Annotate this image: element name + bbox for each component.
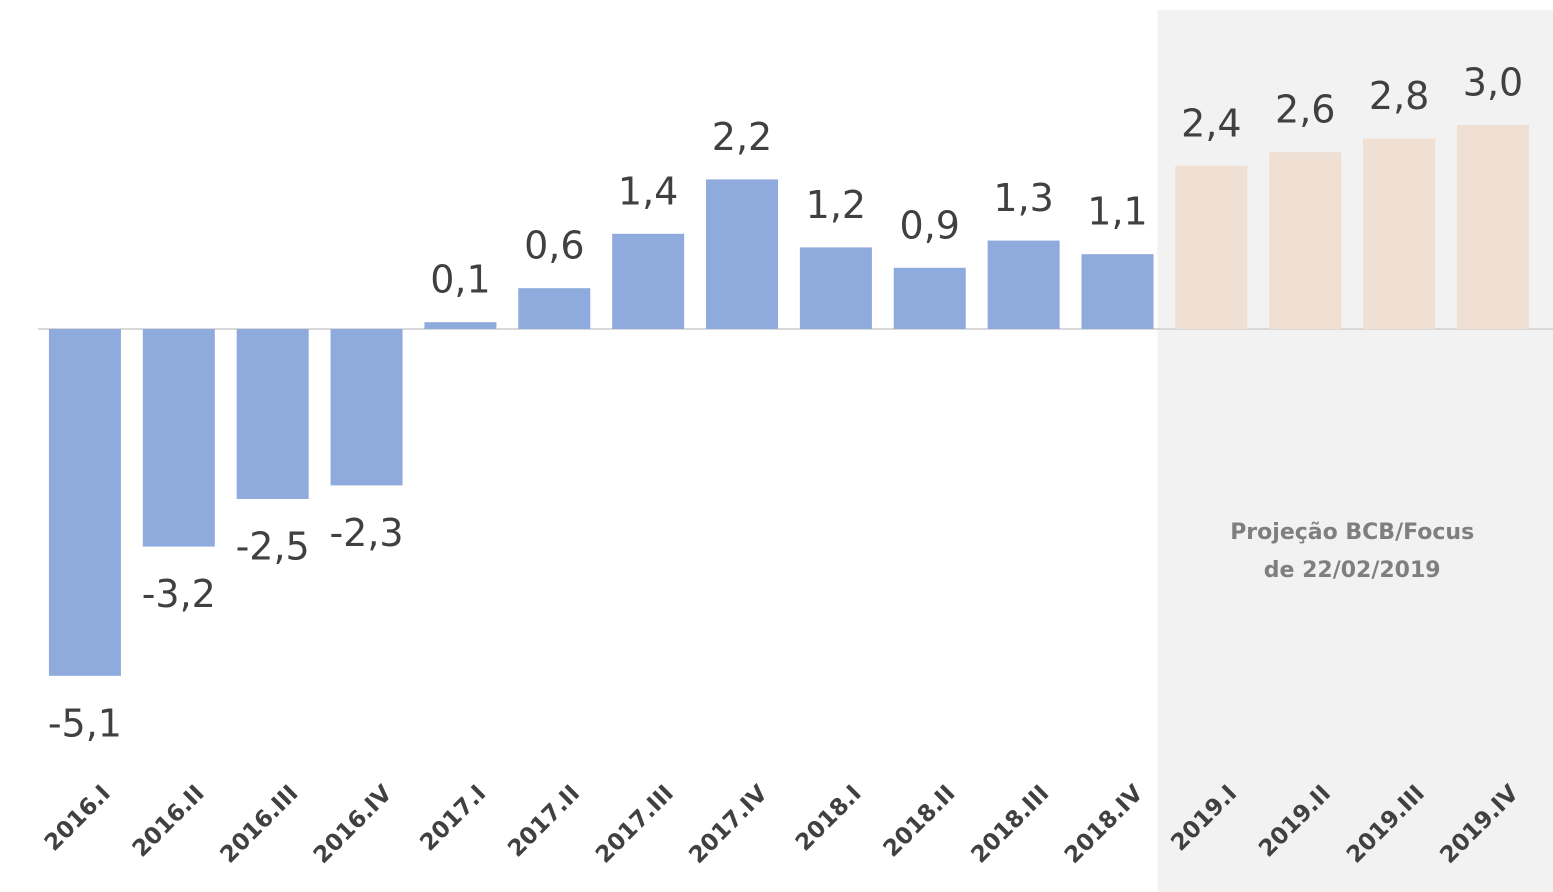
x-tick-label: 2017.IV (684, 780, 773, 869)
value-label: 2,4 (1181, 101, 1241, 145)
annotation: Projeção BCB/Focus (1230, 520, 1474, 545)
value-label: -3,2 (142, 572, 216, 616)
bar (330, 329, 403, 486)
value-label: 0,6 (524, 224, 584, 268)
bar (142, 329, 215, 547)
value-label: 2,8 (1369, 74, 1429, 118)
x-tick-label: 2018.III (966, 780, 1054, 868)
bar (48, 329, 121, 676)
value-label: -2,5 (236, 525, 310, 569)
x-tick-label: 2016.III (216, 780, 304, 868)
x-tick-label: 2016.II (128, 780, 210, 862)
x-tick-label: 2016.IV (309, 780, 398, 869)
annotation: de 22/02/2019 (1264, 558, 1441, 583)
x-tick-label: 2018.IV (1060, 780, 1149, 869)
x-tick-label: 2017.III (591, 780, 679, 868)
bar (1269, 152, 1342, 329)
bar (1175, 165, 1248, 329)
value-label: 1,3 (993, 176, 1053, 220)
bar (893, 267, 966, 329)
value-label: -5,1 (48, 701, 122, 745)
value-label: 2,2 (712, 115, 772, 159)
bar (706, 179, 779, 329)
bar (1363, 138, 1436, 329)
x-tick-label: 2017.I (415, 780, 491, 856)
value-label: 0,1 (430, 258, 490, 302)
bar (1456, 125, 1529, 329)
value-label: 3,0 (1463, 61, 1523, 105)
x-tick-label: 2017.II (503, 780, 585, 862)
bar (518, 288, 591, 329)
x-tick-label: 2016.I (40, 780, 116, 856)
value-label: -2,3 (329, 511, 403, 555)
bar (424, 322, 497, 329)
bar (1081, 254, 1154, 329)
bar (987, 240, 1060, 329)
x-tick-label: 2018.I (791, 780, 867, 856)
value-label: 1,2 (806, 183, 866, 227)
value-label: 0,9 (900, 203, 960, 247)
value-label: 1,1 (1087, 190, 1147, 234)
x-tick-label: 2018.II (879, 780, 961, 862)
value-label: 1,4 (618, 169, 678, 213)
bar (612, 233, 685, 329)
bar (799, 247, 872, 329)
bar (236, 329, 309, 499)
value-label: 2,6 (1275, 88, 1335, 132)
